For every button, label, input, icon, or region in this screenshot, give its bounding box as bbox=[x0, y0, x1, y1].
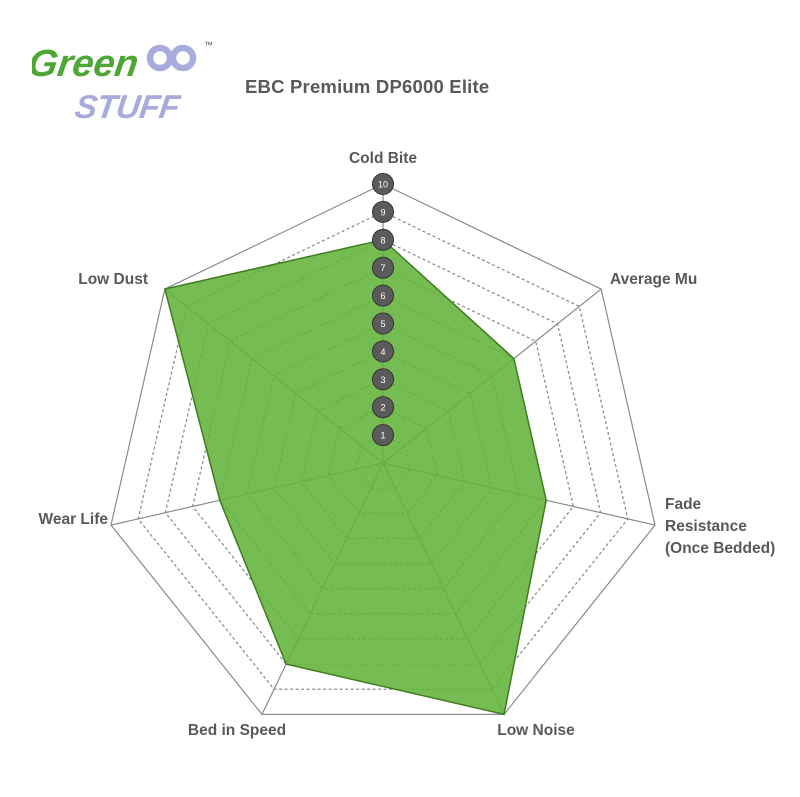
svg-text:Fade: Fade bbox=[665, 496, 702, 513]
svg-text:5: 5 bbox=[380, 319, 385, 329]
svg-text:Low Noise: Low Noise bbox=[497, 722, 575, 739]
svg-text:Green: Green bbox=[32, 42, 141, 85]
svg-text:STUFF: STUFF bbox=[73, 89, 183, 126]
svg-text:Average Mu: Average Mu bbox=[610, 271, 697, 288]
svg-text:6: 6 bbox=[380, 291, 385, 301]
svg-text:Bed in Speed: Bed in Speed bbox=[188, 722, 286, 739]
svg-text:(Once Bedded): (Once Bedded) bbox=[665, 540, 775, 557]
svg-text:Low Dust: Low Dust bbox=[78, 271, 148, 288]
svg-text:Cold Bite: Cold Bite bbox=[349, 150, 417, 167]
svg-text:9: 9 bbox=[380, 207, 385, 217]
svg-text:3: 3 bbox=[380, 375, 385, 385]
svg-text:™: ™ bbox=[204, 40, 213, 50]
svg-text:4: 4 bbox=[380, 347, 385, 357]
svg-text:7: 7 bbox=[380, 263, 385, 273]
svg-text:10: 10 bbox=[378, 180, 388, 190]
svg-text:8: 8 bbox=[380, 235, 385, 245]
svg-text:Wear Life: Wear Life bbox=[39, 511, 109, 528]
svg-text:2: 2 bbox=[380, 403, 385, 413]
svg-text:1: 1 bbox=[380, 431, 385, 441]
svg-text:Resistance: Resistance bbox=[665, 518, 747, 535]
